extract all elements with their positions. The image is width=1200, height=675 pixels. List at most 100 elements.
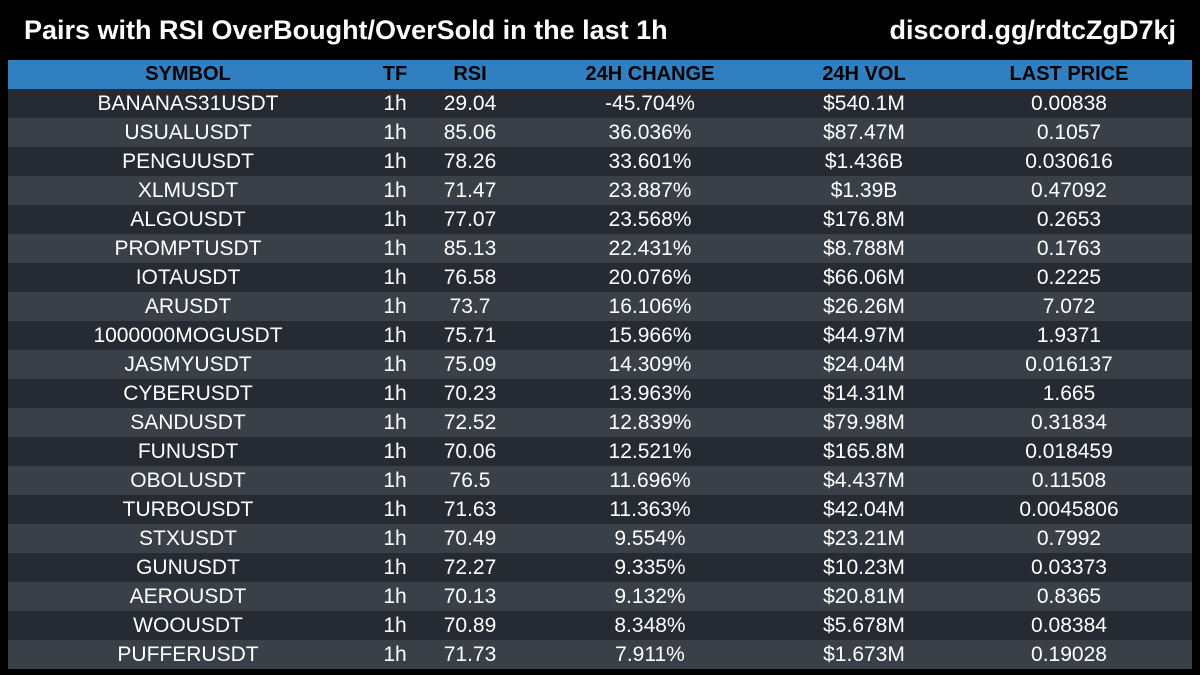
- cell-tf: 1h: [383, 526, 407, 550]
- cell-rsi: 76.58: [443, 265, 497, 289]
- table-row: PROMPTUSDT 1h 85.13 22.431% $8.788M 0.1763: [8, 234, 1192, 263]
- cell-symbol: 1000000MOGUSDT: [93, 323, 283, 347]
- cell-symbol: SANDUSDT: [130, 410, 246, 434]
- cell-24h-change: 20.076%: [608, 265, 692, 289]
- cell-symbol: AEROUSDT: [129, 584, 247, 608]
- cell-last-price: 0.2653: [1036, 207, 1102, 231]
- cell-rsi: 72.52: [443, 410, 497, 434]
- table-row: JASMYUSDT 1h 75.09 14.309% $24.04M 0.016137: [8, 350, 1192, 379]
- cell-rsi: 70.13: [443, 584, 497, 608]
- cell-symbol: STXUSDT: [138, 526, 237, 550]
- cell-last-price: 0.47092: [1031, 178, 1107, 202]
- cell-rsi: 85.13: [443, 236, 497, 260]
- cell-last-price: 0.08384: [1031, 613, 1107, 637]
- cell-rsi: 75.71: [443, 323, 497, 347]
- cell-24h-change: -45.704%: [605, 91, 695, 115]
- cell-symbol: WOOUSDT: [133, 613, 243, 637]
- cell-tf: 1h: [383, 91, 407, 115]
- cell-tf: 1h: [383, 178, 407, 202]
- cell-symbol: BANANAS31USDT: [97, 91, 279, 115]
- cell-symbol: IOTAUSDT: [135, 265, 241, 289]
- cell-24h-change: 9.335%: [614, 555, 686, 579]
- cell-24h-change: 9.554%: [614, 526, 686, 550]
- cell-24h-vol: $1.436B: [824, 149, 904, 173]
- cell-symbol: PENGUUSDT: [122, 149, 254, 173]
- cell-tf: 1h: [383, 381, 407, 405]
- cell-symbol: CYBERUSDT: [123, 381, 253, 405]
- cell-24h-vol: $24.04M: [823, 352, 905, 376]
- cell-24h-change: 15.966%: [608, 323, 692, 347]
- cell-tf: 1h: [383, 439, 407, 463]
- cell-rsi: 70.23: [443, 381, 497, 405]
- cell-rsi: 72.27: [443, 555, 497, 579]
- cell-tf: 1h: [383, 236, 407, 260]
- cell-24h-change: 22.431%: [608, 236, 692, 260]
- table-row: USUALUSDT 1h 85.06 36.036% $87.47M 0.1057: [8, 118, 1192, 147]
- table-row: BANANAS31USDT 1h 29.04 -45.704% $540.1M 0.008…: [8, 89, 1192, 118]
- table-row: STXUSDT 1h 70.49 9.554% $23.21M 0.7992: [8, 524, 1192, 553]
- cell-symbol: GUNUSDT: [136, 555, 240, 579]
- cell-symbol: OBOLUSDT: [130, 468, 246, 492]
- table-row: CYBERUSDT 1h 70.23 13.963% $14.31M 1.665: [8, 379, 1192, 408]
- cell-last-price: 1.9371: [1036, 323, 1102, 347]
- cell-rsi: 85.06: [443, 120, 497, 144]
- cell-last-price: 0.19028: [1031, 642, 1107, 666]
- column-header-24h-vol[interactable]: 24H VOL: [822, 63, 906, 85]
- column-header-tf[interactable]: TF: [382, 63, 408, 85]
- cell-last-price: 0.016137: [1025, 352, 1113, 376]
- table-row: PUFFERUSDT 1h 71.73 7.911% $1.673M 0.19028: [8, 640, 1192, 669]
- table-row: 1000000MOGUSDT 1h 75.71 15.966% $44.97M 1.937…: [8, 321, 1192, 350]
- cell-24h-vol: $5.678M: [823, 613, 905, 637]
- cell-symbol: XLMUSDT: [137, 178, 239, 202]
- cell-24h-change: 11.363%: [609, 497, 691, 521]
- cell-tf: 1h: [383, 642, 407, 666]
- cell-rsi: 73.7: [449, 294, 491, 318]
- cell-24h-change: 16.106%: [608, 294, 692, 318]
- cell-symbol: PROMPTUSDT: [114, 236, 262, 260]
- cell-tf: 1h: [383, 294, 407, 318]
- table-row: OBOLUSDT 1h 76.5 11.696% $4.437M 0.11508: [8, 466, 1192, 495]
- table-row: IOTAUSDT 1h 76.58 20.076% $66.06M 0.2225: [8, 263, 1192, 292]
- cell-symbol: TURBOUSDT: [122, 497, 254, 521]
- discord-invite-link[interactable]: discord.gg/rdtcZgD7kj: [889, 15, 1176, 45]
- cell-rsi: 70.49: [443, 526, 497, 550]
- cell-24h-change: 23.568%: [608, 207, 692, 231]
- cell-24h-change: 14.309%: [608, 352, 692, 376]
- cell-tf: 1h: [383, 555, 407, 579]
- cell-24h-vol: $540.1M: [823, 91, 905, 115]
- cell-symbol: PUFFERUSDT: [117, 642, 259, 666]
- table-row: SANDUSDT 1h 72.52 12.839% $79.98M 0.31834: [8, 408, 1192, 437]
- column-header-rsi[interactable]: RSI: [453, 63, 487, 85]
- cell-24h-vol: $20.81M: [823, 584, 905, 608]
- cell-24h-change: 9.132%: [614, 584, 686, 608]
- cell-rsi: 70.89: [443, 613, 497, 637]
- cell-24h-vol: $165.8M: [823, 439, 905, 463]
- cell-24h-vol: $44.97M: [823, 323, 905, 347]
- cell-last-price: 0.7992: [1036, 526, 1102, 550]
- page-header: Pairs with RSI OverBought/OverSold in th…: [0, 0, 1200, 60]
- cell-symbol: FUNUSDT: [137, 439, 239, 463]
- table-row: GUNUSDT 1h 72.27 9.335% $10.23M 0.03373: [8, 553, 1192, 582]
- cell-24h-vol: $14.31M: [823, 381, 905, 405]
- cell-tf: 1h: [383, 265, 407, 289]
- cell-24h-vol: $26.26M: [823, 294, 905, 318]
- column-header-last-price[interactable]: LAST PRICE: [1009, 63, 1129, 85]
- cell-rsi: 75.09: [443, 352, 497, 376]
- table-row: PENGUUSDT 1h 78.26 33.601% $1.436B 0.030616: [8, 147, 1192, 176]
- cell-rsi: 29.04: [443, 91, 497, 115]
- cell-symbol: JASMYUSDT: [124, 352, 252, 376]
- column-header-24h-change[interactable]: 24H CHANGE: [585, 63, 715, 85]
- cell-last-price: 0.1763: [1036, 236, 1102, 260]
- cell-tf: 1h: [383, 323, 407, 347]
- cell-tf: 1h: [383, 584, 407, 608]
- cell-24h-change: 8.348%: [614, 613, 686, 637]
- cell-tf: 1h: [383, 613, 407, 637]
- column-header-symbol[interactable]: SYMBOL: [145, 63, 231, 85]
- cell-rsi: 78.26: [443, 149, 497, 173]
- cell-tf: 1h: [383, 468, 407, 492]
- cell-24h-change: 36.036%: [608, 120, 692, 144]
- cell-rsi: 71.47: [443, 178, 497, 202]
- cell-last-price: 0.31834: [1031, 410, 1107, 434]
- cell-last-price: 0.1057: [1036, 120, 1102, 144]
- table-row: AEROUSDT 1h 70.13 9.132% $20.81M 0.8365: [8, 582, 1192, 611]
